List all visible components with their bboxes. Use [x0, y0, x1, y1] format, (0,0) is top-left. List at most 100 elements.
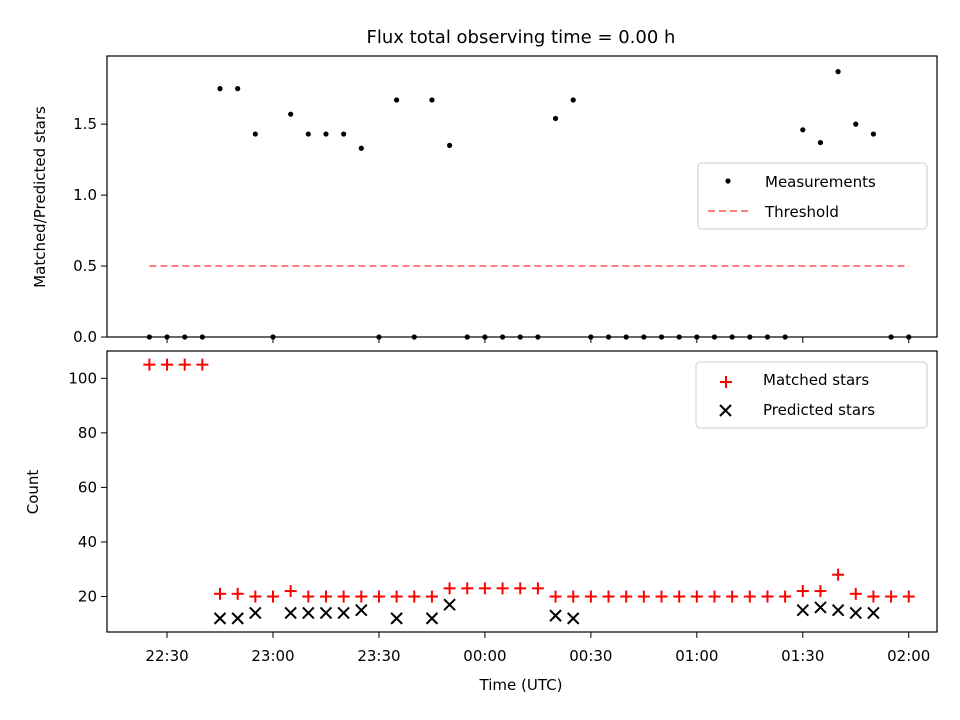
bottom-y-axis-label: Count — [24, 470, 42, 515]
measurement-point — [535, 334, 541, 340]
bottom-legend-box — [695, 361, 928, 429]
chart-title: Flux total observing time = 0.00 h — [367, 27, 676, 48]
bottom-ytick-label: 100 — [68, 369, 97, 387]
matched-star-point — [514, 582, 527, 595]
matched-star-point — [302, 590, 315, 603]
measurement-point — [305, 131, 311, 137]
matched-star-point — [249, 590, 262, 603]
measurement-point — [341, 131, 347, 137]
matched-star-point — [602, 590, 615, 603]
predicted-stars-series — [213, 598, 880, 625]
bottom-ytick-label: 20 — [78, 588, 97, 606]
predicted-star-point — [302, 606, 315, 620]
matched-star-point — [885, 590, 898, 603]
matched-star-point — [408, 590, 421, 603]
predicted-star-point — [567, 612, 580, 625]
measurement-point — [217, 86, 223, 92]
matched-star-point — [161, 358, 174, 371]
measurement-point — [711, 334, 718, 340]
matched-star-point — [779, 590, 792, 603]
matched-star-point — [655, 590, 668, 603]
matched-star-point — [867, 590, 880, 603]
xtick-label: 23:00 — [251, 647, 294, 665]
threshold-legend-label: Threshold — [764, 203, 839, 221]
xtick-label: 23:30 — [357, 647, 400, 665]
predicted-star-point — [867, 606, 880, 620]
matched-star-point — [478, 582, 491, 595]
measurement-point — [464, 334, 470, 340]
predicted-stars-legend-marker — [719, 404, 732, 417]
matched-stars-legend-label: Matched stars — [763, 371, 869, 389]
predicted-star-point — [443, 598, 456, 611]
measurement-point — [641, 334, 647, 340]
measurement-point — [817, 139, 824, 146]
matched-star-point — [567, 590, 580, 603]
measurement-point — [800, 127, 806, 133]
predicted-star-point — [319, 606, 333, 620]
matched-star-point — [390, 590, 403, 603]
matched-star-point — [178, 358, 191, 371]
matched-star-point — [196, 358, 209, 371]
measurement-point — [182, 334, 188, 340]
matched-star-point — [726, 590, 739, 603]
measurement-point — [429, 97, 435, 103]
matched-star-point — [214, 587, 227, 600]
measurement-point — [199, 334, 205, 340]
bottom-y-axis: 20 40 60 80 100 — [68, 369, 107, 606]
measurement-point — [694, 334, 700, 340]
measurement-point — [323, 131, 329, 137]
matched-star-point — [425, 590, 438, 603]
measurement-point — [358, 145, 364, 151]
measurement-point — [570, 97, 576, 103]
top-ytick-label: 1.5 — [73, 115, 97, 133]
matched-star-point — [143, 358, 156, 371]
measurement-point — [411, 334, 417, 340]
measurement-point — [623, 334, 629, 340]
xtick-label: 01:30 — [781, 647, 824, 665]
predicted-star-point — [814, 601, 827, 614]
bottom-ytick-label: 80 — [78, 424, 97, 442]
measurements-legend-label: Measurements — [765, 173, 876, 191]
measurement-point — [588, 334, 594, 340]
matched-star-point — [531, 582, 544, 595]
top-legend: Measurements Threshold — [697, 162, 928, 230]
matched-star-point — [902, 590, 915, 603]
measurement-point — [482, 334, 488, 340]
matched-star-point — [743, 590, 756, 603]
matched-star-point — [620, 590, 633, 603]
measurement-point — [394, 97, 400, 103]
top-ytick-label: 0.5 — [73, 257, 97, 275]
matched-star-point — [231, 587, 244, 600]
measurement-point — [853, 121, 859, 127]
matched-star-point — [284, 585, 297, 598]
measurement-point — [235, 86, 241, 92]
matched-star-point — [849, 587, 862, 600]
matched-star-point — [673, 590, 686, 603]
measurement-point — [446, 142, 453, 149]
predicted-star-point — [831, 603, 845, 617]
xtick-label: 01:00 — [675, 647, 718, 665]
matched-star-point — [496, 582, 509, 595]
top-ytick-label: 1.0 — [73, 186, 97, 204]
measurement-point — [764, 334, 771, 340]
matched-star-point — [832, 568, 845, 581]
predicted-star-point — [337, 606, 350, 620]
measurement-point — [146, 334, 152, 340]
measurement-point — [906, 334, 912, 340]
xtick-label: 00:30 — [569, 647, 612, 665]
predicted-star-point — [284, 606, 297, 620]
matched-star-point — [372, 590, 385, 603]
measurement-point — [676, 334, 682, 340]
measurement-point — [747, 334, 753, 340]
top-ytick-label: 0.0 — [73, 328, 97, 346]
matched-star-point — [708, 590, 721, 603]
measurements-series — [146, 69, 912, 340]
matched-star-point — [584, 590, 597, 603]
xtick-label: 00:00 — [463, 647, 506, 665]
measurement-point — [729, 334, 735, 340]
predicted-star-point — [425, 612, 439, 625]
matched-star-point — [549, 590, 562, 603]
measurement-point — [499, 334, 506, 340]
measurement-point — [552, 115, 559, 122]
